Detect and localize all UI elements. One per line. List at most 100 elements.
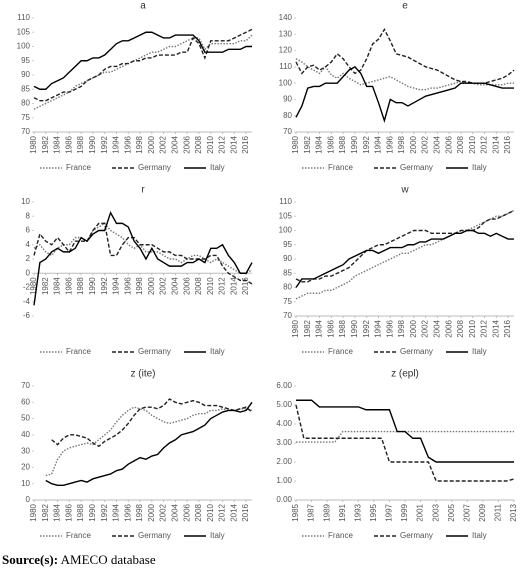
series-line bbox=[295, 404, 515, 482]
x-tick-label: 2014 bbox=[229, 135, 238, 153]
series-line bbox=[33, 222, 253, 285]
series-line bbox=[33, 222, 253, 274]
x-tick-label: 1994 bbox=[112, 277, 121, 295]
x-tick-label: 1992 bbox=[100, 277, 109, 295]
x-tick-label: 1990 bbox=[88, 503, 97, 521]
x-tick-label: 2008 bbox=[194, 277, 203, 295]
x-tick-label: 2010 bbox=[206, 277, 215, 295]
y-tick-label: 0 bbox=[26, 268, 31, 277]
x-tick-label: 2004 bbox=[171, 503, 180, 521]
y-tick-label: 100 bbox=[279, 78, 293, 87]
y-tick-label: 2.00 bbox=[276, 457, 292, 466]
y-tick-label: 20 bbox=[21, 463, 30, 472]
y-tick-label: 70 bbox=[21, 127, 30, 136]
x-tick-label: 2002 bbox=[421, 319, 430, 337]
y-tick-label: 130 bbox=[279, 29, 293, 38]
x-tick-label: 1984 bbox=[315, 135, 324, 153]
x-tick-label: 2010 bbox=[468, 319, 477, 337]
y-tick-label: 75 bbox=[21, 113, 30, 122]
legend-label: France bbox=[328, 531, 353, 540]
x-tick-label: 2006 bbox=[182, 503, 191, 521]
x-tick-label: 2000 bbox=[147, 503, 156, 521]
legend-label: Germany bbox=[138, 531, 171, 540]
x-tick-label: 2009 bbox=[478, 503, 487, 521]
series-line bbox=[295, 229, 514, 288]
chart-title: w bbox=[400, 185, 409, 196]
x-tick-label: 1986 bbox=[64, 135, 73, 153]
series-line bbox=[295, 65, 514, 124]
x-tick-label: 1990 bbox=[350, 135, 359, 153]
x-tick-label: 2006 bbox=[444, 135, 453, 153]
chart-title: z (epl) bbox=[391, 369, 419, 380]
y-tick-label: 2 bbox=[26, 254, 31, 263]
legend-label: Germany bbox=[138, 347, 171, 356]
x-tick-label: 2014 bbox=[229, 503, 238, 521]
y-tick-label: 95 bbox=[21, 56, 30, 65]
y-tick-label: 0.00 bbox=[276, 495, 292, 504]
y-tick-label: 10 bbox=[21, 197, 30, 206]
y-tick-label: 105 bbox=[279, 211, 293, 220]
x-tick-label: 2010 bbox=[206, 503, 215, 521]
y-tick-label: 110 bbox=[279, 62, 292, 71]
series-line bbox=[45, 401, 253, 487]
x-tick-label: 1996 bbox=[123, 503, 132, 521]
y-tick-label: -4 bbox=[23, 297, 31, 306]
y-tick-label: 70 bbox=[283, 311, 292, 320]
x-tick-label: 2013 bbox=[509, 503, 518, 521]
x-tick-label: 1986 bbox=[326, 135, 335, 153]
source-label: Source(s): bbox=[2, 552, 59, 567]
source-text: AMECO database bbox=[60, 552, 156, 567]
x-tick-label: 1984 bbox=[53, 503, 62, 521]
series-line bbox=[51, 398, 253, 448]
legend-label: Germany bbox=[400, 347, 433, 356]
x-tick-label: 2008 bbox=[456, 135, 465, 153]
x-tick-label: 1994 bbox=[112, 135, 121, 153]
y-tick-label: 3.00 bbox=[276, 438, 292, 447]
legend-label: France bbox=[328, 347, 353, 356]
chart-title: a bbox=[140, 1, 146, 12]
x-tick-label: 2006 bbox=[182, 277, 191, 295]
y-tick-label: 75 bbox=[283, 297, 292, 306]
y-tick-label: 90 bbox=[283, 95, 292, 104]
x-tick-label: 2014 bbox=[491, 319, 500, 337]
x-tick-label: 1994 bbox=[112, 503, 121, 521]
series-line bbox=[296, 399, 514, 463]
x-tick-label: 1990 bbox=[88, 135, 97, 153]
x-tick-label: 1992 bbox=[362, 319, 371, 337]
y-tick-label: 85 bbox=[283, 268, 292, 277]
legend-label: Italy bbox=[472, 347, 487, 356]
x-tick-label: 2001 bbox=[416, 503, 425, 521]
x-tick-label: 2000 bbox=[409, 135, 418, 153]
x-tick-label: 2000 bbox=[147, 135, 156, 153]
y-tick-label: 80 bbox=[283, 283, 292, 292]
y-tick-label: 4.00 bbox=[276, 419, 292, 428]
series-line bbox=[295, 27, 515, 84]
x-tick-label: 2002 bbox=[159, 277, 168, 295]
y-tick-label: 95 bbox=[283, 240, 292, 249]
x-tick-label: 2016 bbox=[241, 135, 250, 153]
x-tick-label: 1990 bbox=[350, 319, 359, 337]
x-tick-label: 1998 bbox=[135, 277, 144, 295]
y-tick-label: 30 bbox=[21, 446, 30, 455]
x-tick-label: 1982 bbox=[303, 319, 312, 337]
legend-label: Italy bbox=[210, 531, 225, 540]
y-tick-label: 100 bbox=[279, 226, 293, 235]
y-tick-label: 80 bbox=[283, 111, 292, 120]
x-tick-label: 1993 bbox=[353, 503, 362, 521]
y-tick-label: 100 bbox=[17, 42, 31, 51]
chart-title: e bbox=[402, 1, 408, 12]
series-line bbox=[295, 209, 515, 283]
x-tick-label: 2012 bbox=[218, 277, 227, 295]
x-tick-label: 1980 bbox=[29, 277, 38, 295]
x-tick-label: 1995 bbox=[369, 503, 378, 521]
x-tick-label: 1982 bbox=[41, 135, 50, 153]
x-tick-label: 2006 bbox=[182, 135, 191, 153]
x-tick-label: 1988 bbox=[338, 135, 347, 153]
x-tick-label: 1982 bbox=[41, 277, 50, 295]
x-tick-label: 1996 bbox=[385, 319, 394, 337]
x-tick-label: 1988 bbox=[76, 503, 85, 521]
x-tick-label: 2000 bbox=[147, 277, 156, 295]
x-tick-label: 1982 bbox=[41, 503, 50, 521]
x-tick-label: 1984 bbox=[315, 319, 324, 337]
